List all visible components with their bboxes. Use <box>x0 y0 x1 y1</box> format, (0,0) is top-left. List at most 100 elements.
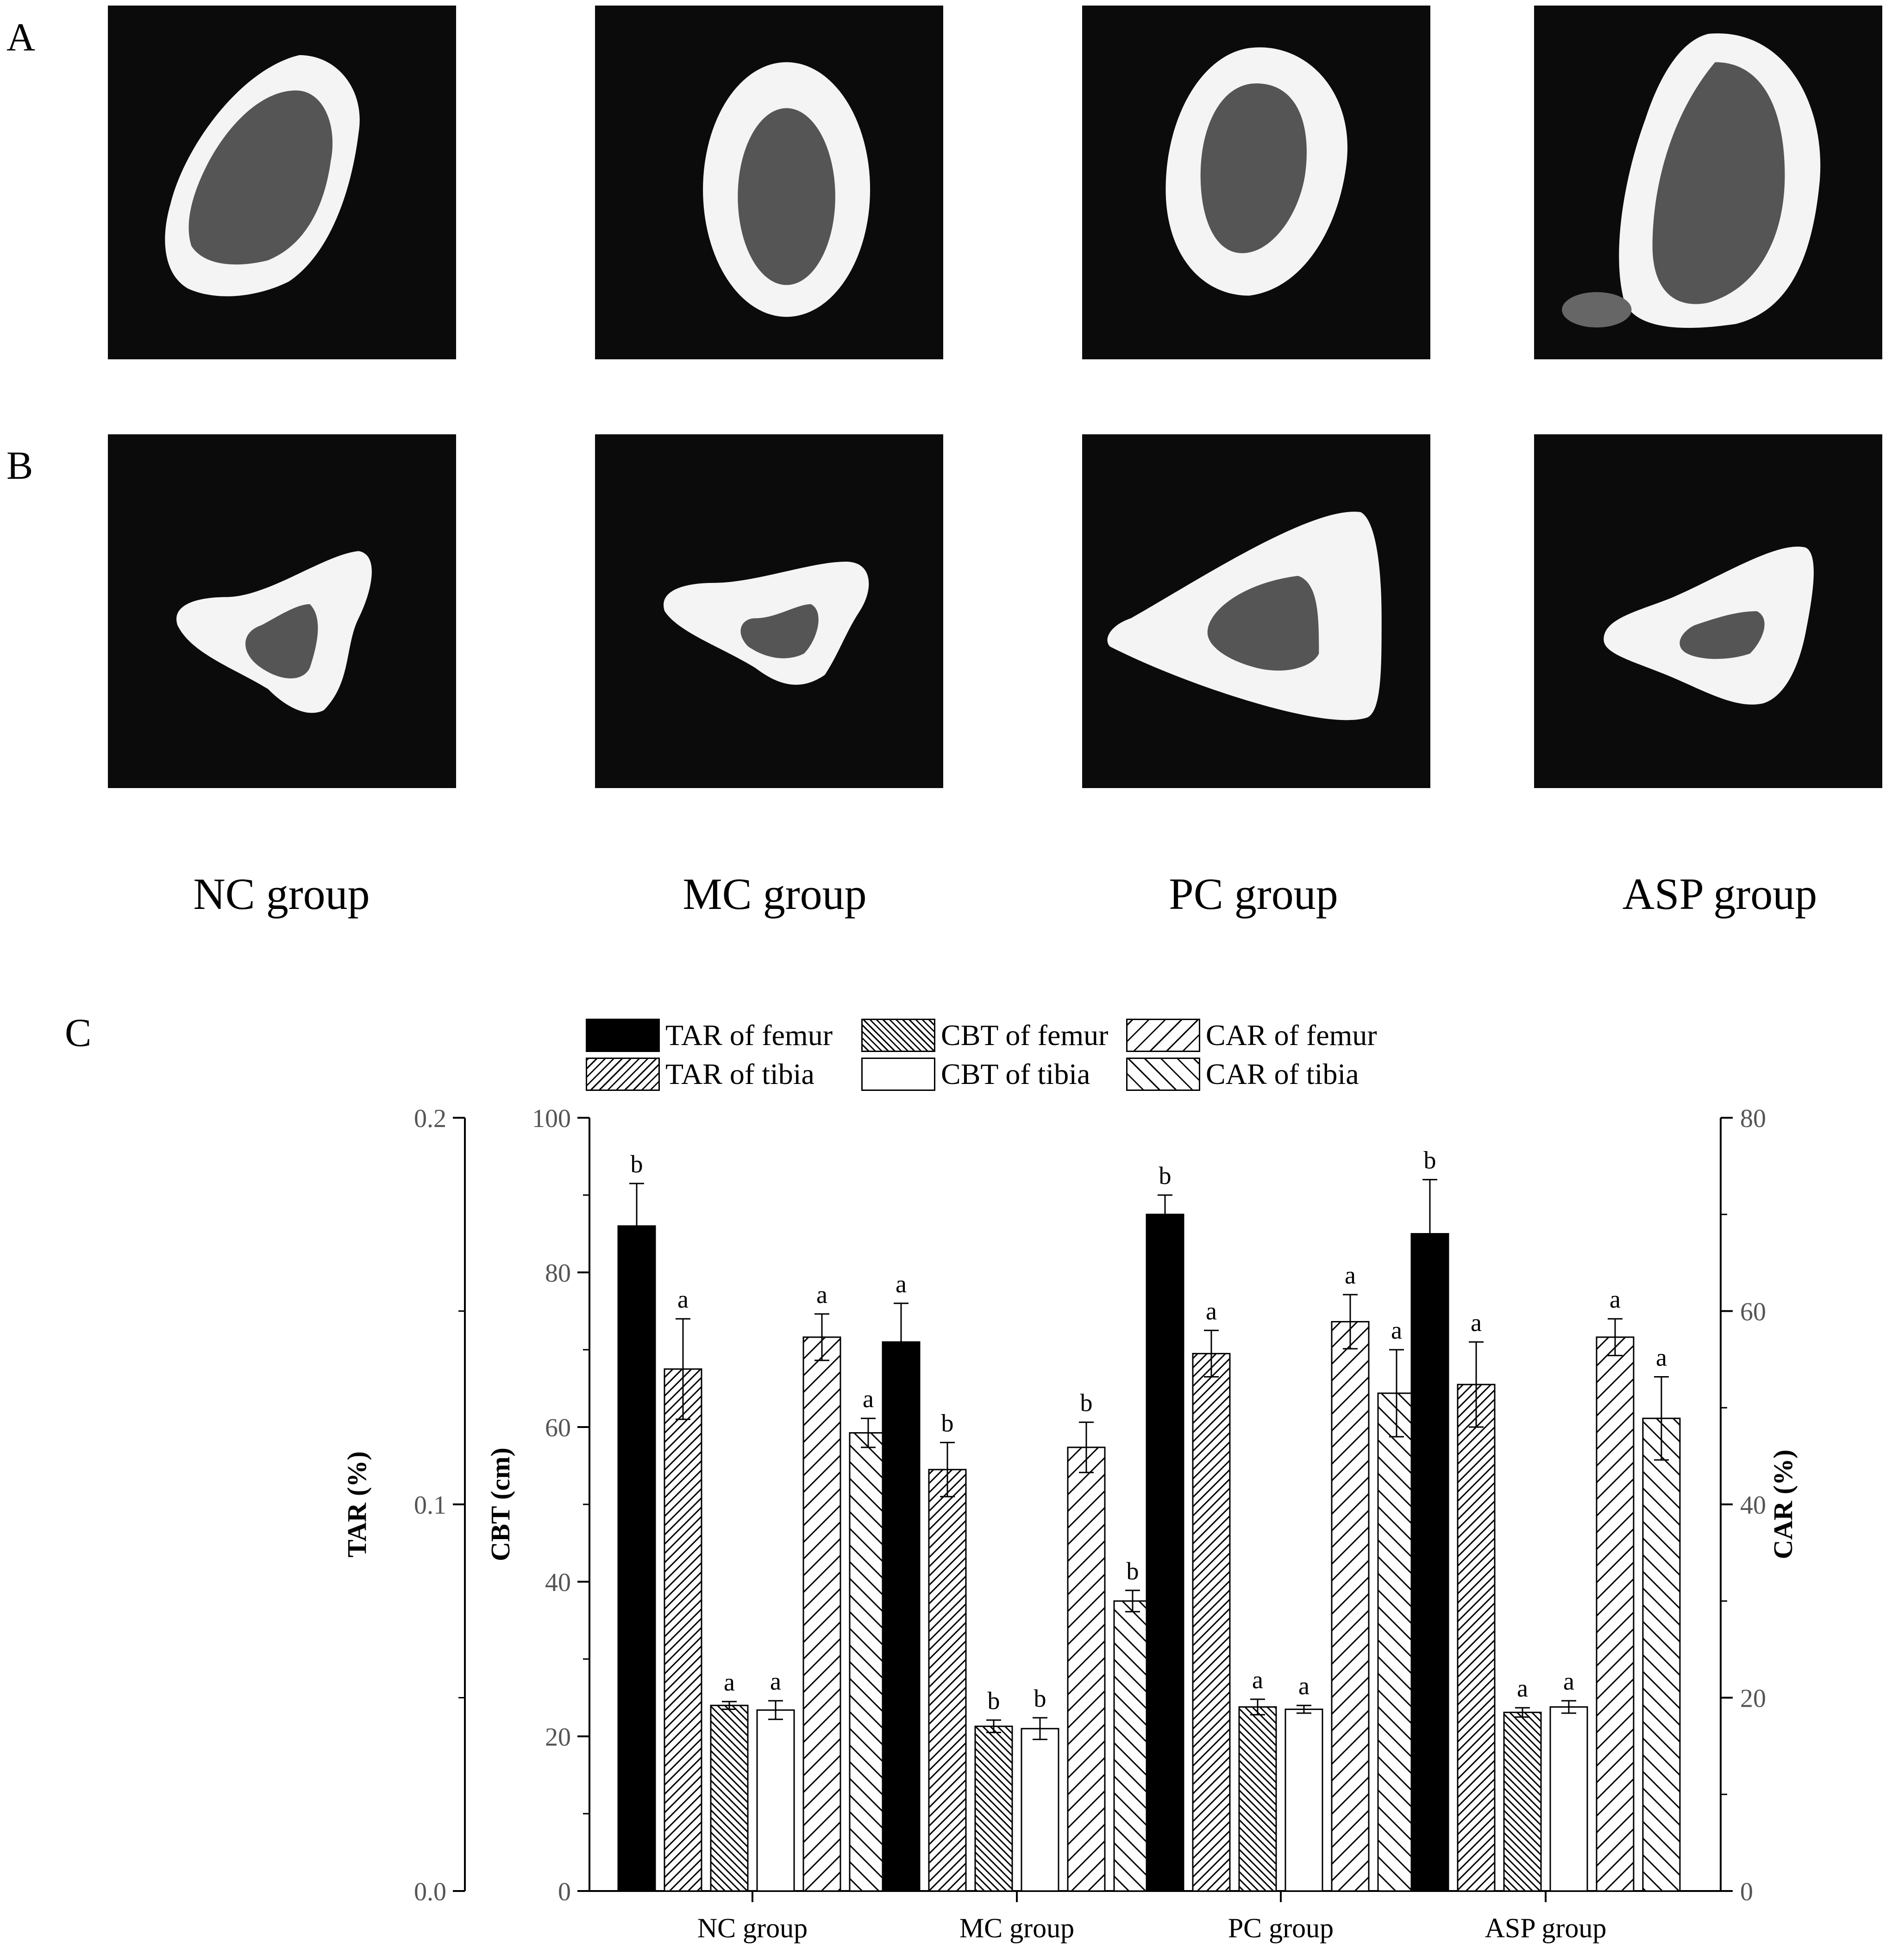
bar-chart: 0.0 0.1 0.2 0 20 40 60 80 100 0 20 40 60 80 TAR (%) CBT… <box>342 1104 1798 1943</box>
legend-item-car-femur: CAR of femur <box>1126 1017 1377 1054</box>
bar-car-of-tibia <box>1642 1417 1681 1892</box>
tar-axis-title: TAR (%) <box>342 1451 372 1557</box>
panel-a-letter: A <box>6 15 36 59</box>
bar-car-of-tibia <box>1377 1392 1416 1892</box>
ct-femur-asp-image <box>1534 6 1882 359</box>
bar-tar-of-tibia <box>1192 1353 1231 1892</box>
legend-swatch-car-femur <box>1126 1019 1200 1052</box>
group-label-mc: MC group <box>683 869 867 919</box>
cbt-tick-label: 80 <box>545 1259 571 1288</box>
significance-letter: a <box>1345 1261 1356 1289</box>
legend-label-car-femur: CAR of femur <box>1206 1019 1377 1052</box>
legend-item-cbt-femur: CBT of femur <box>861 1017 1108 1054</box>
bar-cbt-of-tibia <box>1021 1728 1059 1892</box>
group-label-asp: ASP group <box>1622 869 1817 919</box>
ct-femur-mc-image <box>595 6 943 359</box>
car-axis-title: CAR (%) <box>1768 1450 1798 1559</box>
significance-letter: a <box>1391 1316 1402 1344</box>
cbt-tick-label: 40 <box>545 1568 571 1597</box>
bar-cbt-of-tibia <box>1549 1706 1588 1892</box>
x-tick-label: NC group <box>697 1913 808 1943</box>
significance-letter: a <box>1252 1666 1263 1694</box>
ct-tibia-nc-image <box>108 434 456 788</box>
bar-car-of-femur <box>802 1336 841 1892</box>
car-tick-label: 80 <box>1740 1104 1766 1133</box>
significance-letter: a <box>1517 1674 1528 1702</box>
bar-tar-of-tibia <box>928 1469 967 1892</box>
car-tick-label: 60 <box>1740 1298 1766 1327</box>
legend-item-tar-femur: TAR of femur <box>586 1017 833 1054</box>
significance-letter: a <box>1563 1667 1574 1695</box>
legend-item-car-tibia: CAR of tibia <box>1126 1056 1359 1093</box>
legend-label-tar-femur: TAR of femur <box>665 1019 833 1052</box>
significance-letter: b <box>1159 1162 1172 1190</box>
bar-car-of-tibia <box>1113 1600 1152 1892</box>
cbt-tick-label: 100 <box>532 1104 571 1133</box>
bar-cbt-of-tibia <box>756 1709 795 1892</box>
legend-item-cbt-tibia: CBT of tibia <box>861 1056 1090 1093</box>
significance-letter: b <box>1080 1389 1093 1417</box>
legend-swatch-car-tibia <box>1126 1058 1200 1091</box>
bar-tar-of-femur <box>1146 1214 1184 1892</box>
significance-letter: a <box>1610 1285 1621 1313</box>
group-label-nc: NC group <box>193 869 370 919</box>
ct-femur-nc-image <box>108 6 456 359</box>
bar-cbt-of-femur <box>710 1704 749 1892</box>
bar-cbt-of-femur <box>1238 1706 1277 1892</box>
bar-car-of-femur <box>1596 1336 1635 1892</box>
bar-car-of-tibia <box>849 1432 888 1892</box>
significance-letter: a <box>863 1385 874 1413</box>
significance-letter: b <box>988 1687 1000 1715</box>
significance-letter: a <box>1298 1672 1309 1700</box>
tar-tick-label: 0.0 <box>414 1878 446 1906</box>
legend-label-tar-tibia: TAR of tibia <box>665 1058 814 1090</box>
legend-swatch-tar-femur <box>586 1019 660 1052</box>
tar-tick-label: 0.1 <box>414 1491 446 1520</box>
car-tick-label: 40 <box>1740 1491 1766 1520</box>
legend-swatch-cbt-femur <box>861 1019 935 1052</box>
significance-letter: a <box>816 1281 827 1309</box>
ct-tibia-asp-image <box>1534 434 1882 788</box>
tar-tick-label: 0.2 <box>414 1104 446 1133</box>
cbt-axis-title: CBT (cm) <box>485 1447 515 1561</box>
significance-letter: a <box>1471 1309 1482 1336</box>
bar-car-of-femur <box>1067 1447 1106 1892</box>
significance-letter: b <box>1034 1684 1046 1712</box>
cbt-tick-label: 0 <box>558 1878 571 1906</box>
bar-tar-of-tibia <box>1457 1384 1496 1892</box>
legend-label-cbt-femur: CBT of femur <box>941 1019 1109 1052</box>
panel-b-letter: B <box>6 443 33 488</box>
cbt-tick-label: 60 <box>545 1414 571 1442</box>
bar-tar-of-tibia <box>664 1368 702 1892</box>
bar-cbt-of-femur <box>1503 1711 1542 1892</box>
significance-letter: a <box>1206 1297 1217 1325</box>
bar-cbt-of-femur <box>974 1725 1013 1892</box>
ct-tibia-pc-image <box>1082 434 1430 788</box>
x-tick-label: ASP group <box>1485 1913 1607 1943</box>
car-tick-label: 0 <box>1740 1878 1753 1906</box>
car-tick-label: 20 <box>1740 1684 1766 1713</box>
cbt-tick-label: 20 <box>545 1723 571 1752</box>
bar-tar-of-femur <box>882 1341 921 1892</box>
significance-letter: a <box>770 1667 781 1695</box>
legend-label-cbt-tibia: CBT of tibia <box>941 1058 1090 1090</box>
legend-swatch-tar-tibia <box>586 1058 660 1091</box>
significance-letter: a <box>896 1270 907 1298</box>
x-tick-label: PC group <box>1228 1913 1334 1943</box>
significance-letter: a <box>677 1285 689 1313</box>
significance-letter: a <box>1656 1343 1667 1371</box>
bar-cbt-of-tibia <box>1284 1709 1323 1892</box>
panel-c-letter: C <box>65 1010 92 1055</box>
significance-letter: b <box>631 1150 643 1178</box>
significance-letter: b <box>1424 1146 1436 1174</box>
bar-car-of-femur <box>1331 1321 1370 1892</box>
legend-item-tar-tibia: TAR of tibia <box>586 1056 814 1093</box>
legend-swatch-cbt-tibia <box>861 1058 935 1091</box>
ct-femur-pc-image <box>1082 6 1430 359</box>
significance-letter: b <box>941 1409 954 1437</box>
significance-letter: a <box>724 1668 735 1696</box>
legend-label-car-tibia: CAR of tibia <box>1206 1058 1359 1090</box>
group-label-pc: PC group <box>1169 869 1338 919</box>
x-tick-label: MC group <box>959 1913 1074 1943</box>
bar-tar-of-femur <box>1410 1233 1449 1892</box>
